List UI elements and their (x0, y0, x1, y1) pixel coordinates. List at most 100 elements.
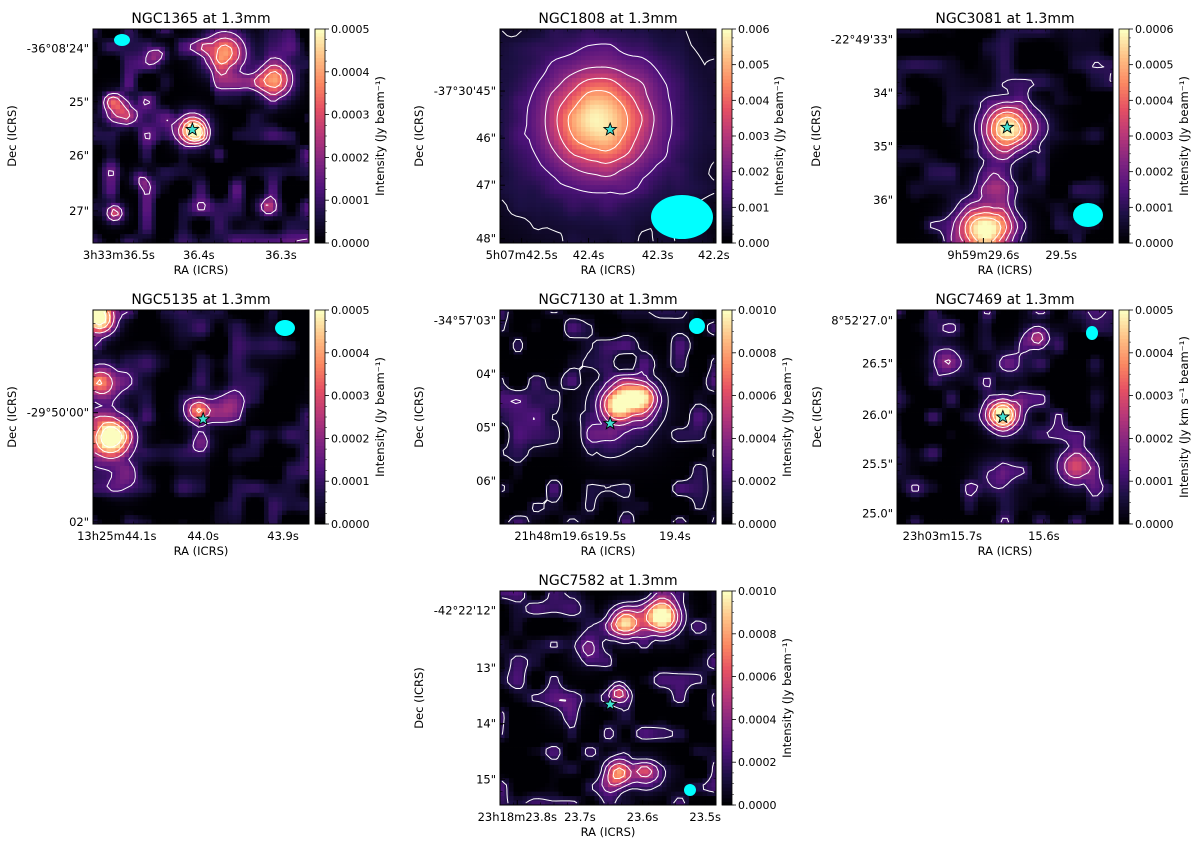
map-pixel (97, 158, 103, 164)
map-pixel (563, 202, 568, 208)
map-pixel (187, 234, 193, 239)
map-pixel (174, 162, 179, 168)
map-pixel (585, 95, 591, 101)
map-pixel (106, 198, 112, 204)
map-pixel (621, 91, 627, 97)
map-pixel (151, 180, 157, 186)
map-pixel (268, 162, 274, 168)
map-pixel (241, 176, 247, 181)
map-pixel (124, 136, 130, 141)
map-pixel (300, 234, 305, 239)
map-pixel (201, 73, 206, 79)
map-pixel (509, 29, 514, 34)
map-pixel (702, 198, 708, 204)
map-pixel (228, 37, 233, 43)
map-pixel (603, 176, 609, 181)
map-pixel (653, 37, 658, 43)
map-pixel (286, 91, 292, 97)
map-pixel (536, 140, 541, 146)
map-pixel (232, 78, 238, 83)
colorbar-segment (315, 61, 325, 66)
map-pixel (304, 104, 310, 110)
map-pixel (174, 60, 179, 66)
map-pixel (106, 78, 112, 83)
map-pixel (657, 131, 663, 137)
map-pixel (567, 140, 573, 146)
map-pixel (264, 220, 269, 226)
map-pixel (300, 100, 305, 106)
map-pixel (684, 60, 690, 66)
map-pixel (286, 127, 292, 132)
map-pixel (120, 109, 125, 115)
map-pixel (129, 140, 134, 146)
map-pixel (513, 78, 519, 83)
map-pixel (214, 189, 220, 195)
map-pixel (554, 122, 559, 128)
map-pixel (612, 46, 618, 52)
map-pixel (567, 29, 573, 34)
map-pixel (585, 176, 591, 181)
map-pixel (133, 78, 139, 83)
map-pixel (300, 127, 305, 132)
map-pixel (603, 189, 609, 195)
map-pixel (178, 42, 184, 48)
map-pixel (102, 149, 107, 155)
map-pixel (707, 118, 712, 124)
map-pixel (210, 162, 215, 168)
map-pixel (178, 118, 184, 124)
map-pixel (228, 167, 233, 173)
map-pixel (291, 198, 296, 204)
map-pixel (693, 144, 699, 150)
map-pixel (156, 51, 161, 57)
map-pixel (689, 104, 694, 110)
map-pixel (603, 73, 609, 79)
map-pixel (232, 167, 238, 173)
map-pixel (282, 234, 287, 239)
map-pixel (232, 202, 238, 208)
map-pixel (165, 180, 170, 186)
map-pixel (295, 64, 301, 70)
map-pixel (183, 122, 188, 128)
map-pixel (590, 193, 595, 199)
map-pixel (536, 229, 541, 235)
map-pixel (102, 78, 107, 83)
map-pixel (264, 238, 269, 244)
map-pixel (558, 153, 564, 159)
map-pixel (599, 37, 604, 43)
map-pixel (531, 127, 537, 132)
map-pixel (300, 33, 305, 39)
map-pixel (545, 82, 550, 88)
map-pixel (711, 33, 717, 39)
map-pixel (286, 104, 292, 110)
map-pixel (675, 162, 681, 168)
map-pixel (300, 185, 305, 190)
map-pixel (666, 131, 672, 137)
map-pixel (536, 176, 541, 181)
map-pixel (120, 118, 125, 124)
map-pixel (504, 109, 510, 115)
colorbar-segment (722, 39, 732, 44)
map-pixel (536, 60, 541, 66)
map-pixel (500, 153, 505, 159)
map-pixel (268, 69, 274, 74)
map-pixel (223, 91, 229, 97)
map-pixel (509, 51, 514, 57)
map-pixel (684, 73, 690, 79)
colorbar-segment (722, 50, 732, 55)
map-pixel (666, 180, 672, 186)
map-pixel (594, 198, 600, 204)
map-pixel (707, 158, 712, 164)
map-pixel (567, 225, 573, 231)
map-pixel (192, 42, 197, 48)
map-pixel (540, 211, 546, 217)
map-pixel (653, 46, 658, 52)
map-pixel (594, 158, 600, 164)
map-pixel (201, 29, 206, 34)
map-pixel (264, 29, 269, 34)
map-pixel (219, 113, 224, 119)
map-pixel (621, 149, 627, 155)
map-pixel (120, 167, 125, 173)
map-pixel (567, 113, 573, 119)
map-pixel (549, 51, 555, 57)
map-pixel (273, 167, 278, 173)
